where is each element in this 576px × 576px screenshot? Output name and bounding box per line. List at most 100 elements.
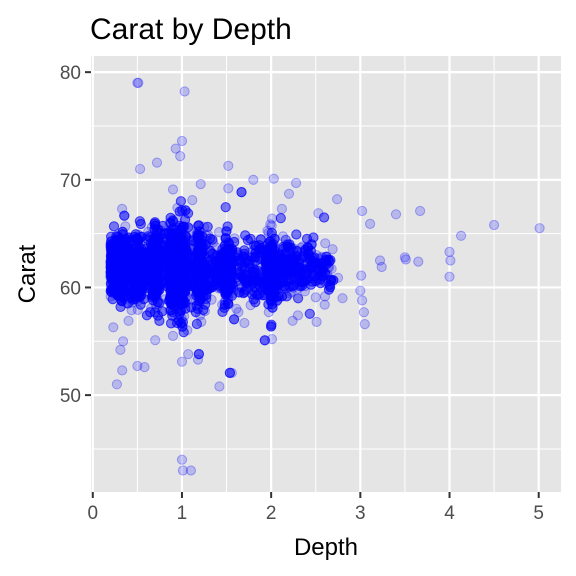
data-point [133,256,144,267]
data-point [293,261,304,272]
data-point [112,264,123,275]
data-point [110,259,121,270]
data-point [117,203,128,214]
data-point [125,265,136,276]
data-point [212,280,223,291]
data-point [192,287,203,298]
data-point [225,281,236,292]
data-point [136,255,148,266]
data-point [193,244,204,255]
data-point [177,256,188,267]
data-point [296,274,307,285]
data-point [153,254,164,265]
data-point [267,267,278,278]
data-point [282,274,294,285]
data-point [179,269,190,280]
data-point [116,256,127,267]
data-point [132,282,144,293]
data-point [168,283,179,294]
data-point [113,256,124,267]
data-point [165,254,176,266]
data-point [275,265,286,276]
data-point [217,264,228,275]
data-point [327,244,338,255]
data-point [192,286,203,297]
data-point [176,268,187,279]
data-point [222,252,233,263]
data-point [115,250,126,261]
data-point [157,279,168,290]
data-point [150,241,161,252]
data-point [193,270,204,281]
data-point [112,251,123,262]
data-point [269,272,280,283]
data-point [191,248,202,259]
data-point [188,232,199,244]
data-point [160,255,171,266]
data-point [114,270,125,281]
data-point [156,262,167,273]
data-point [117,271,128,282]
data-point [144,274,155,285]
data-point [171,237,182,248]
data-point [266,274,277,285]
data-point [197,244,208,255]
data-point [277,268,289,279]
data-point [151,255,163,266]
data-point [318,267,329,278]
data-point [267,264,278,275]
data-point [261,255,272,266]
data-point [219,254,230,265]
data-point [176,257,187,269]
data-point [153,265,164,276]
data-point [150,245,161,256]
data-point [154,227,165,238]
data-point [168,241,179,252]
data-point [135,258,146,270]
data-point [142,241,153,252]
data-point [265,260,276,271]
data-point [119,249,130,260]
data-point [117,254,128,265]
data-point [280,261,291,272]
data-point [199,254,210,265]
data-point [177,242,188,253]
data-point [164,241,175,252]
data-point [118,235,129,246]
data-point [299,281,310,292]
data-point [211,273,222,284]
data-point [230,253,241,264]
data-point [164,245,175,256]
data-point [268,262,279,273]
data-point [149,243,160,254]
data-point [319,261,330,272]
data-point [118,257,129,268]
data-point [108,270,119,281]
data-point [199,306,210,317]
data-point [277,255,288,266]
data-point [225,279,236,290]
data-point [213,283,224,294]
data-point [130,267,141,278]
data-point [318,271,329,282]
data-point [132,246,143,258]
data-point [110,274,122,285]
data-point [221,253,232,264]
data-point [265,235,276,246]
data-point [262,268,274,279]
data-point [191,252,202,263]
major-gridlines [91,56,561,492]
data-point [214,227,225,238]
data-point [117,290,128,301]
data-point [177,290,188,301]
data-point [115,234,127,246]
data-point [106,238,118,250]
data-point [105,260,117,271]
data-point [297,276,308,287]
data-point [320,238,331,249]
data-point [152,248,164,259]
data-point [160,278,171,289]
data-point [148,284,159,295]
data-point [163,256,174,267]
data-point [269,268,280,279]
